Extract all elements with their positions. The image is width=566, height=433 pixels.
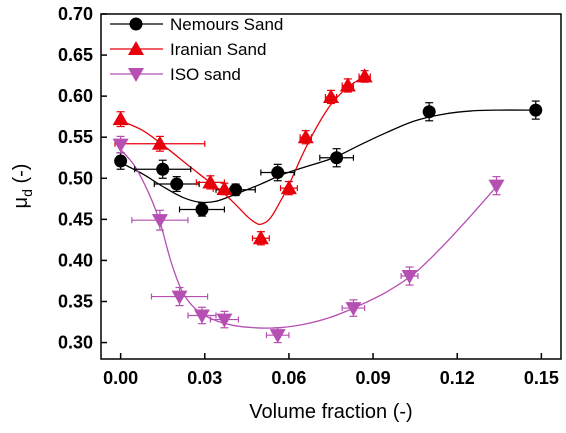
y-tick-label: 0.65	[58, 45, 93, 65]
fit-curve	[121, 110, 536, 202]
x-tick-label: 0.06	[271, 368, 306, 388]
data-point	[195, 203, 208, 216]
legend: Nemours Sand Iranian Sand ISO sand	[110, 15, 283, 84]
x-tick-label: 0.15	[524, 368, 559, 388]
y-tick-label: 0.30	[58, 333, 93, 353]
data-point	[113, 111, 129, 125]
data-point	[270, 329, 286, 343]
y-tick-label: 0.40	[58, 250, 93, 270]
data-point	[330, 151, 343, 164]
data-point	[114, 155, 127, 168]
fit-curves	[121, 76, 536, 328]
y-tick-label: 0.60	[58, 86, 93, 106]
legend-marker	[128, 41, 144, 55]
y-tick-label: 0.50	[58, 168, 93, 188]
y-tick-label: 0.70	[58, 4, 93, 24]
axes: 0.00 0.03 0.06 0.09 0.12 0.15 0.30 0.35 0.40 0.45…	[58, 4, 559, 388]
legend-marker	[130, 18, 143, 31]
data-point	[488, 180, 504, 194]
y-tick-label: 0.35	[58, 292, 93, 312]
data-point	[156, 163, 169, 176]
data-point	[152, 214, 168, 228]
legend-label: Iranian Sand	[170, 40, 266, 59]
data-point	[281, 180, 297, 194]
legend-label: ISO sand	[170, 65, 241, 84]
y-tick-label: 0.45	[58, 209, 93, 229]
y-axis-title-subscript: d	[19, 189, 35, 197]
x-tick-label: 0.00	[103, 368, 138, 388]
data-point	[202, 174, 218, 188]
data-point	[216, 314, 232, 328]
y-axis-title: μd (-)	[10, 164, 35, 209]
y-tick-label: 0.55	[58, 127, 93, 147]
data-point	[271, 166, 284, 179]
legend-marker	[128, 68, 144, 82]
x-tick-label: 0.12	[440, 368, 475, 388]
y-axis-title-main: μ	[10, 197, 32, 209]
data-point	[529, 104, 542, 117]
x-tick-label: 0.03	[187, 368, 222, 388]
data-point	[345, 302, 361, 316]
data-point	[253, 230, 269, 244]
data-point	[423, 105, 436, 118]
legend-label: Nemours Sand	[170, 15, 283, 34]
data-point	[170, 178, 183, 191]
data-point	[402, 270, 418, 284]
x-tick-label: 0.09	[356, 368, 391, 388]
y-axis-title-suffix: (-)	[10, 164, 32, 190]
x-axis-title: Volume fraction (-)	[249, 401, 412, 423]
